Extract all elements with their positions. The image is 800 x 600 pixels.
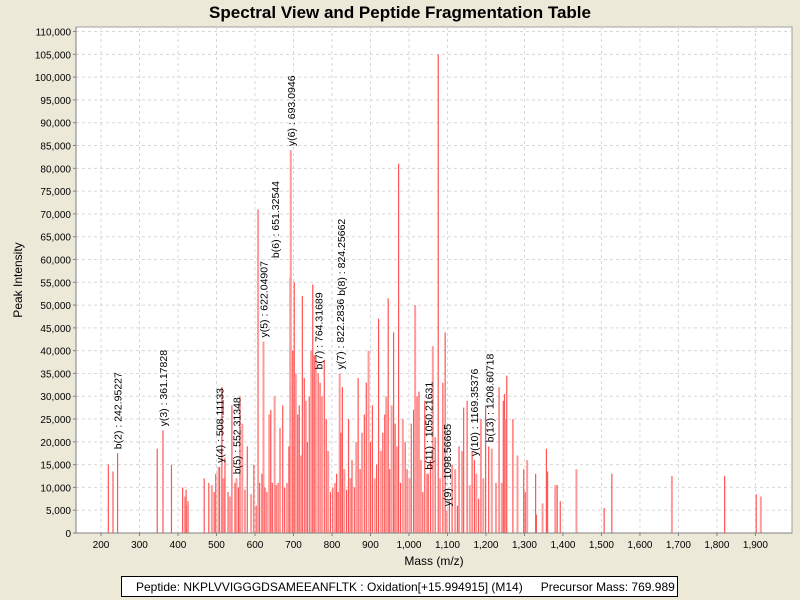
x-tick-label: 500 (208, 540, 225, 551)
x-tick-label: 1,800 (704, 540, 729, 551)
fragment-annotation: b(13) : 1208.60718 (484, 353, 496, 442)
fragment-annotation: b(7) : 764.31689 (313, 292, 325, 369)
y-tick-label: 25,000 (40, 415, 71, 426)
x-tick-label: 1,100 (435, 540, 460, 551)
fragment-annotation: y(10) : 1169.35376 (469, 369, 481, 457)
x-tick-label: 400 (170, 540, 187, 551)
y-tick-label: 50,000 (40, 301, 71, 312)
y-tick-label: 15,000 (40, 461, 71, 472)
fragment-annotation: y(9) : 1098.56665 (442, 424, 454, 506)
y-tick-label: 80,000 (40, 164, 71, 175)
peptide-text: Peptide: NKPLVVIGGGDSAMEEANFLTK : Oxidat… (136, 580, 523, 594)
x-tick-label: 1,500 (589, 540, 614, 551)
y-tick-label: 60,000 (40, 255, 71, 266)
fragment-annotation: b(11) : 1050.21631 (423, 382, 435, 470)
y-tick-label: 35,000 (40, 369, 71, 380)
y-tick-label: 65,000 (40, 233, 71, 244)
x-tick-label: 800 (324, 540, 341, 551)
x-axis-ticks: 200 300 400 500 600 700 800 900 1,000 1,100 1,200 1… (93, 533, 768, 551)
y-tick-label: 45,000 (40, 324, 71, 335)
x-tick-label: 900 (362, 540, 379, 551)
chart-title: Spectral View and Peptide Fragmentation … (209, 3, 591, 22)
x-tick-label: 200 (93, 540, 110, 551)
y-tick-label: 95,000 (40, 96, 71, 107)
fragment-annotation: b(6) : 651.32544 (270, 181, 282, 258)
x-tick-label: 1,300 (512, 540, 537, 551)
y-tick-label: 75,000 (40, 187, 71, 198)
fragment-annotation: y(7) : 822.2836 (335, 299, 347, 370)
x-tick-label: 1,700 (666, 540, 691, 551)
x-axis-label: Mass (m/z) (404, 554, 463, 568)
y-tick-label: 100,000 (35, 73, 72, 84)
y-tick-label: 85,000 (40, 142, 71, 153)
fragment-annotation: b(2) : 242.95227 (113, 372, 125, 449)
fragment-annotation: b(5) : 552.31348 (232, 397, 244, 474)
y-tick-label: 30,000 (40, 392, 71, 403)
x-tick-label: 1,900 (743, 540, 768, 551)
y-tick-label: 90,000 (40, 119, 71, 130)
y-tick-label: 0 (65, 529, 71, 540)
fragment-annotation: y(6) : 693.0946 (286, 75, 298, 146)
y-tick-label: 40,000 (40, 347, 71, 358)
precursor-mass-text: Precursor Mass: 769.989 (540, 580, 675, 594)
fragment-annotation: y(5) : 622.04907 (258, 261, 270, 338)
y-tick-label: 110,000 (36, 28, 72, 39)
x-tick-label: 1,600 (627, 540, 652, 551)
plot-area (75, 26, 793, 534)
x-tick-label: 600 (247, 540, 264, 551)
peak-layer (107, 54, 762, 533)
y-tick-label: 5,000 (46, 506, 71, 517)
x-tick-label: 1,200 (473, 540, 498, 551)
x-tick-label: 1,400 (550, 540, 575, 551)
peptide-info-box: Peptide: NKPLVVIGGGDSAMEEANFLTK : Oxidat… (121, 576, 678, 597)
y-tick-label: 20,000 (40, 438, 71, 449)
y-tick-label: 10,000 (40, 483, 71, 494)
y-axis-label: Peak Intensity (11, 242, 25, 317)
y-tick-label: 105,000 (35, 50, 72, 61)
y-tick-label: 55,000 (40, 278, 71, 289)
fragment-annotation: y(3) : 361.17828 (158, 350, 170, 427)
x-tick-label: 700 (285, 540, 302, 551)
fragment-annotation: y(4) : 508.11133 (215, 388, 227, 463)
x-tick-label: 300 (131, 540, 148, 551)
x-tick-label: 1,000 (396, 540, 421, 551)
spectrum-chart: b(2) : 242.95227 y(3) : 361.17828 y(4) : 5… (11, 26, 793, 568)
y-axis-ticks: 0 5,000 10,000 15,000 20,000 25,000 30,000 35,0… (35, 28, 76, 540)
y-tick-label: 70,000 (40, 210, 71, 221)
fragment-annotation: b(8) : 824.25662 (336, 219, 348, 296)
annotation-layer: b(2) : 242.95227 y(3) : 361.17828 y(4) : 5… (113, 75, 497, 506)
